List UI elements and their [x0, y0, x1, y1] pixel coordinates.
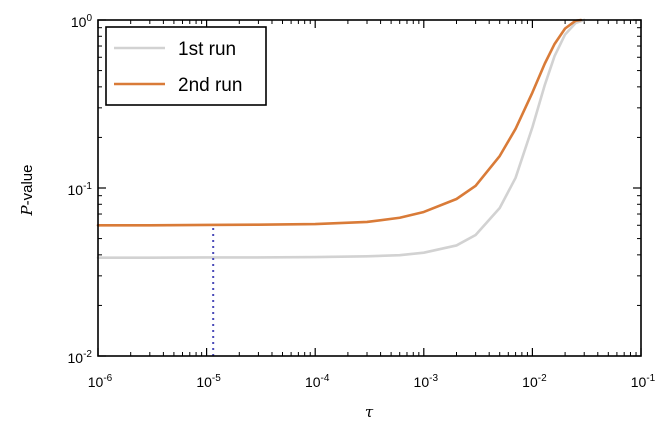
legend-box — [105, 26, 267, 106]
x-tick-label: 10-3 — [414, 373, 439, 390]
x-tick-label: 10-5 — [196, 373, 221, 390]
x-tick-label: 10-2 — [522, 373, 547, 390]
y-axis-label-italic: P — [18, 204, 36, 216]
legend-label-1st-run: 1st run — [178, 39, 236, 60]
series-line-2nd-run — [96, 18, 583, 227]
legend: 1st run 2nd run — [105, 26, 267, 106]
tick-labels: 10-6 10-5 10-4 10-3 10-2 10-1 10-2 10-1 100 — [68, 13, 655, 390]
plot-frame — [97, 19, 642, 357]
x-tick-label: 10-6 — [88, 373, 113, 390]
legend-label-2nd-run: 2nd run — [178, 75, 242, 96]
y-tick-label: 10-1 — [68, 181, 93, 198]
y-tick-label: 100 — [71, 13, 93, 30]
y-axis-label-rest: -value — [19, 165, 36, 206]
x-tick-label: 10-4 — [305, 373, 330, 390]
x-axis-label: τ — [365, 403, 374, 421]
x-tick-label: 10-1 — [631, 373, 655, 390]
series-line-1st-run — [96, 18, 586, 259]
series-lines — [96, 18, 586, 356]
y-axis-label: P-value — [18, 165, 36, 217]
y-tick-label: 10-2 — [68, 349, 93, 366]
